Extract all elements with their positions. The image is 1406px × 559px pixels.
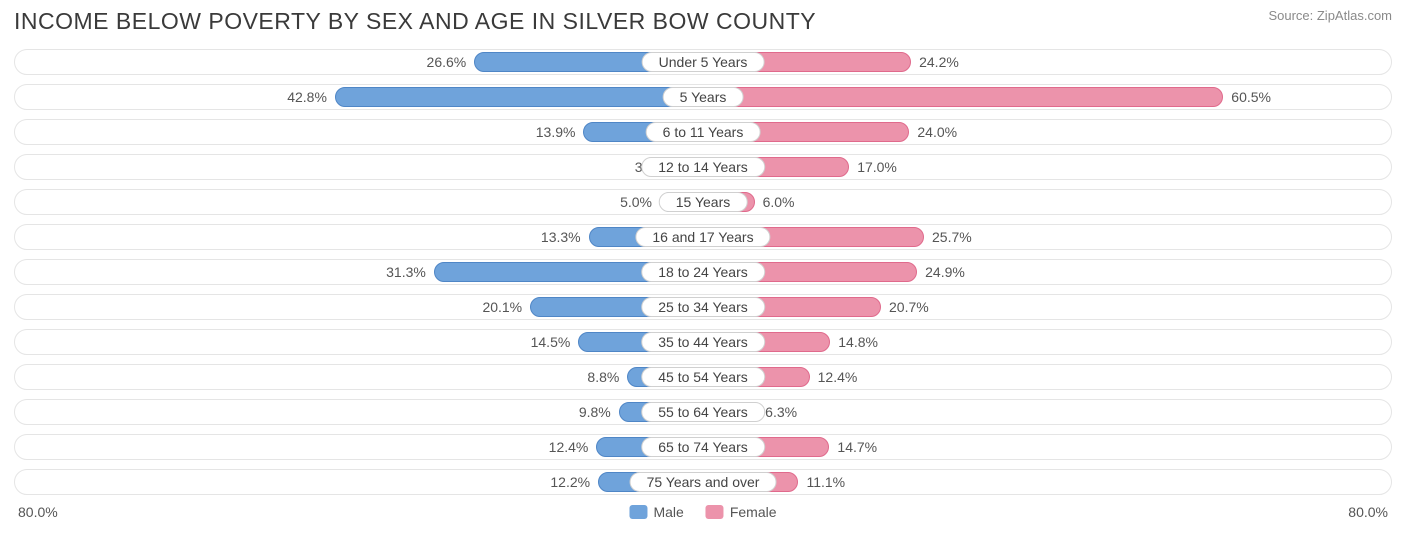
- male-value-label: 42.8%: [287, 89, 335, 105]
- bar-row: 5.0% 6.0% 15 Years: [14, 189, 1392, 215]
- category-label: 5 Years: [663, 87, 744, 107]
- male-value-label: 13.9%: [536, 124, 584, 140]
- bar-row: 9.8%6.3%55 to 64 Years: [14, 399, 1392, 425]
- female-value-label: 14.8%: [830, 334, 878, 350]
- female-value-label: 25.7%: [924, 229, 972, 245]
- bar-row: 26.6% 24.2% Under 5 Years: [14, 49, 1392, 75]
- female-bar: [703, 87, 1223, 107]
- bar-row: 20.1% 20.7% 25 to 34 Years: [14, 294, 1392, 320]
- male-value-label: 26.6%: [427, 54, 475, 70]
- category-label: 16 and 17 Years: [635, 227, 770, 247]
- female-value-label: 20.7%: [881, 299, 929, 315]
- bar-row: 42.8% 60.5% 5 Years: [14, 84, 1392, 110]
- category-label: 6 to 11 Years: [646, 122, 761, 142]
- category-label: 25 to 34 Years: [641, 297, 765, 317]
- legend-swatch-icon: [706, 505, 724, 519]
- legend: Male Female: [629, 504, 776, 520]
- axis-max-right: 80.0%: [1348, 504, 1388, 520]
- legend-label: Male: [653, 504, 683, 520]
- female-value-label: 17.0%: [849, 159, 897, 175]
- axis-row: 80.0% Male Female 80.0%: [14, 504, 1392, 528]
- category-label: 35 to 44 Years: [641, 332, 765, 352]
- legend-item: Female: [706, 504, 777, 520]
- male-value-label: 14.5%: [531, 334, 579, 350]
- female-value-label: 12.4%: [810, 369, 858, 385]
- bar-row: 12.4% 14.7% 65 to 74 Years: [14, 434, 1392, 460]
- chart-title: INCOME BELOW POVERTY BY SEX AND AGE IN S…: [14, 8, 816, 35]
- male-bar: [335, 87, 703, 107]
- category-label: 15 Years: [659, 192, 748, 212]
- category-label: 65 to 74 Years: [641, 437, 765, 457]
- category-label: 18 to 24 Years: [641, 262, 765, 282]
- female-value-label: 24.2%: [911, 54, 959, 70]
- male-value-label: 31.3%: [386, 264, 434, 280]
- category-label: 75 Years and over: [630, 472, 777, 492]
- source-label: Source: ZipAtlas.com: [1268, 8, 1392, 23]
- male-value-label: 5.0%: [620, 194, 660, 210]
- category-label: 12 to 14 Years: [641, 157, 765, 177]
- male-value-label: 13.3%: [541, 229, 589, 245]
- bar-row: 14.5% 14.8% 35 to 44 Years: [14, 329, 1392, 355]
- chart-area: 26.6% 24.2% Under 5 Years 42.8% 60.5% 5 Years…: [14, 49, 1392, 495]
- legend-swatch-icon: [629, 505, 647, 519]
- axis-max-left: 80.0%: [18, 504, 58, 520]
- bar-row: 31.3% 24.9% 18 to 24 Years: [14, 259, 1392, 285]
- bar-row: 8.8% 12.4% 45 to 54 Years: [14, 364, 1392, 390]
- female-value-label: 11.1%: [798, 474, 845, 490]
- female-value-label: 14.7%: [829, 439, 877, 455]
- female-value-label: 24.9%: [917, 264, 965, 280]
- male-value-label: 12.4%: [549, 439, 597, 455]
- legend-label: Female: [730, 504, 777, 520]
- male-value-label: 20.1%: [482, 299, 530, 315]
- category-label: Under 5 Years: [642, 52, 765, 72]
- bar-row: 3.3%17.0%12 to 14 Years: [14, 154, 1392, 180]
- legend-item: Male: [629, 504, 683, 520]
- male-value-label: 8.8%: [587, 369, 627, 385]
- bar-row: 12.2% 11.1% 75 Years and over: [14, 469, 1392, 495]
- male-value-label: 12.2%: [550, 474, 598, 490]
- category-label: 45 to 54 Years: [641, 367, 765, 387]
- bar-row: 13.9% 24.0% 6 to 11 Years: [14, 119, 1392, 145]
- female-value-label: 24.0%: [909, 124, 957, 140]
- bar-row: 13.3% 25.7% 16 and 17 Years: [14, 224, 1392, 250]
- female-value-label: 6.0%: [755, 194, 795, 210]
- male-value-label: 9.8%: [579, 404, 619, 420]
- category-label: 55 to 64 Years: [641, 402, 765, 422]
- female-value-label: 60.5%: [1223, 89, 1271, 105]
- header: INCOME BELOW POVERTY BY SEX AND AGE IN S…: [14, 8, 1392, 35]
